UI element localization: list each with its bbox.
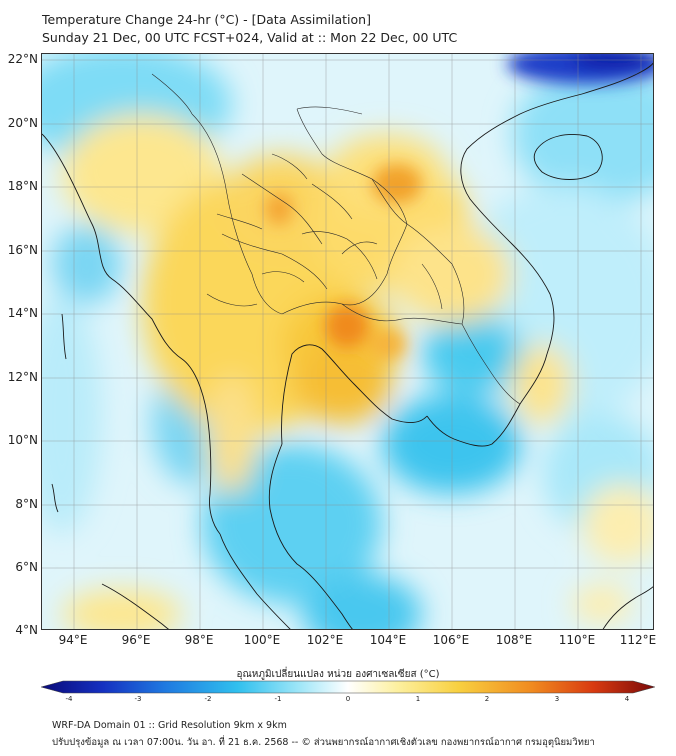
lat-label: 6°N: [15, 560, 38, 574]
vietnam-east-coast: [460, 93, 583, 355]
lon-label: 110°E: [558, 633, 596, 647]
footer-model-info: WRF-DA Domain 01 :: Grid Resolution 9km …: [52, 720, 287, 731]
lat-label: 4°N: [15, 623, 38, 637]
nicobar-islands: [51, 483, 59, 513]
lat-label: 12°N: [7, 370, 38, 384]
colorbar: [41, 680, 655, 694]
lon-label: 112°E: [619, 633, 657, 647]
lat-label: 14°N: [7, 306, 38, 320]
lat-label: 8°N: [15, 497, 38, 511]
lat-label: 18°N: [7, 179, 38, 193]
mekong-delta-coast: [426, 353, 548, 447]
colorbar-tick: -3: [134, 695, 142, 703]
sumatra-coast: [101, 583, 169, 629]
map-title: Temperature Change 24-hr (°C) - [Data As…: [42, 12, 371, 27]
colorbar-tick: -1: [274, 695, 282, 703]
gulf-of-thailand-coast: [281, 344, 428, 445]
south-china-coast: [581, 62, 653, 95]
map-subtitle: Sunday 21 Dec, 00 UTC FCST+024, Valid at…: [42, 30, 458, 45]
colorbar-tick: -4: [65, 695, 73, 703]
peninsula-west-coast: [219, 533, 291, 629]
colorbar-tick: 4: [624, 695, 630, 703]
lon-label: 106°E: [432, 633, 470, 647]
graticule: [42, 54, 653, 629]
lon-label: 94°E: [58, 633, 88, 647]
colorbar-tick: 0: [345, 695, 351, 703]
internal-borders: [151, 73, 521, 405]
lon-label: 102°E: [306, 633, 344, 647]
lat-label: 20°N: [7, 116, 38, 130]
colorbar-ramp: [41, 680, 655, 694]
hotspots: [265, 54, 653, 358]
colorbar-tick: -2: [204, 695, 212, 703]
colorbar-title: อุณหภูมิเปลี่ยนแปลง หน่วย องศาเซลเซียส (…: [236, 669, 440, 680]
footer-credit: ปรับปรุงข้อมูล ณ เวลา 07:00น. วัน อา. ที…: [52, 737, 595, 748]
lon-label: 96°E: [121, 633, 151, 647]
temperature-field: [42, 54, 653, 629]
borneo-coast: [602, 586, 653, 629]
lon-label: 98°E: [184, 633, 214, 647]
hainan-island: [533, 134, 603, 180]
lat-label: 16°N: [7, 243, 38, 257]
colorbar-tick: 3: [554, 695, 560, 703]
andaman-islands: [61, 313, 67, 360]
lat-label: 10°N: [7, 433, 38, 447]
lon-label: 100°E: [243, 633, 281, 647]
myanmar-coast: [42, 133, 221, 535]
coastlines-and-borders: [42, 62, 653, 629]
peninsula-east-coast: [268, 443, 353, 629]
lat-label: 22°N: [7, 52, 38, 66]
lon-label: 108°E: [495, 633, 533, 647]
colorbar-tick: 1: [415, 695, 421, 703]
lon-label: 104°E: [369, 633, 407, 647]
temperature-change-map[interactable]: [41, 53, 654, 630]
map-canvas: [42, 54, 653, 629]
colorbar-tick: 2: [484, 695, 490, 703]
